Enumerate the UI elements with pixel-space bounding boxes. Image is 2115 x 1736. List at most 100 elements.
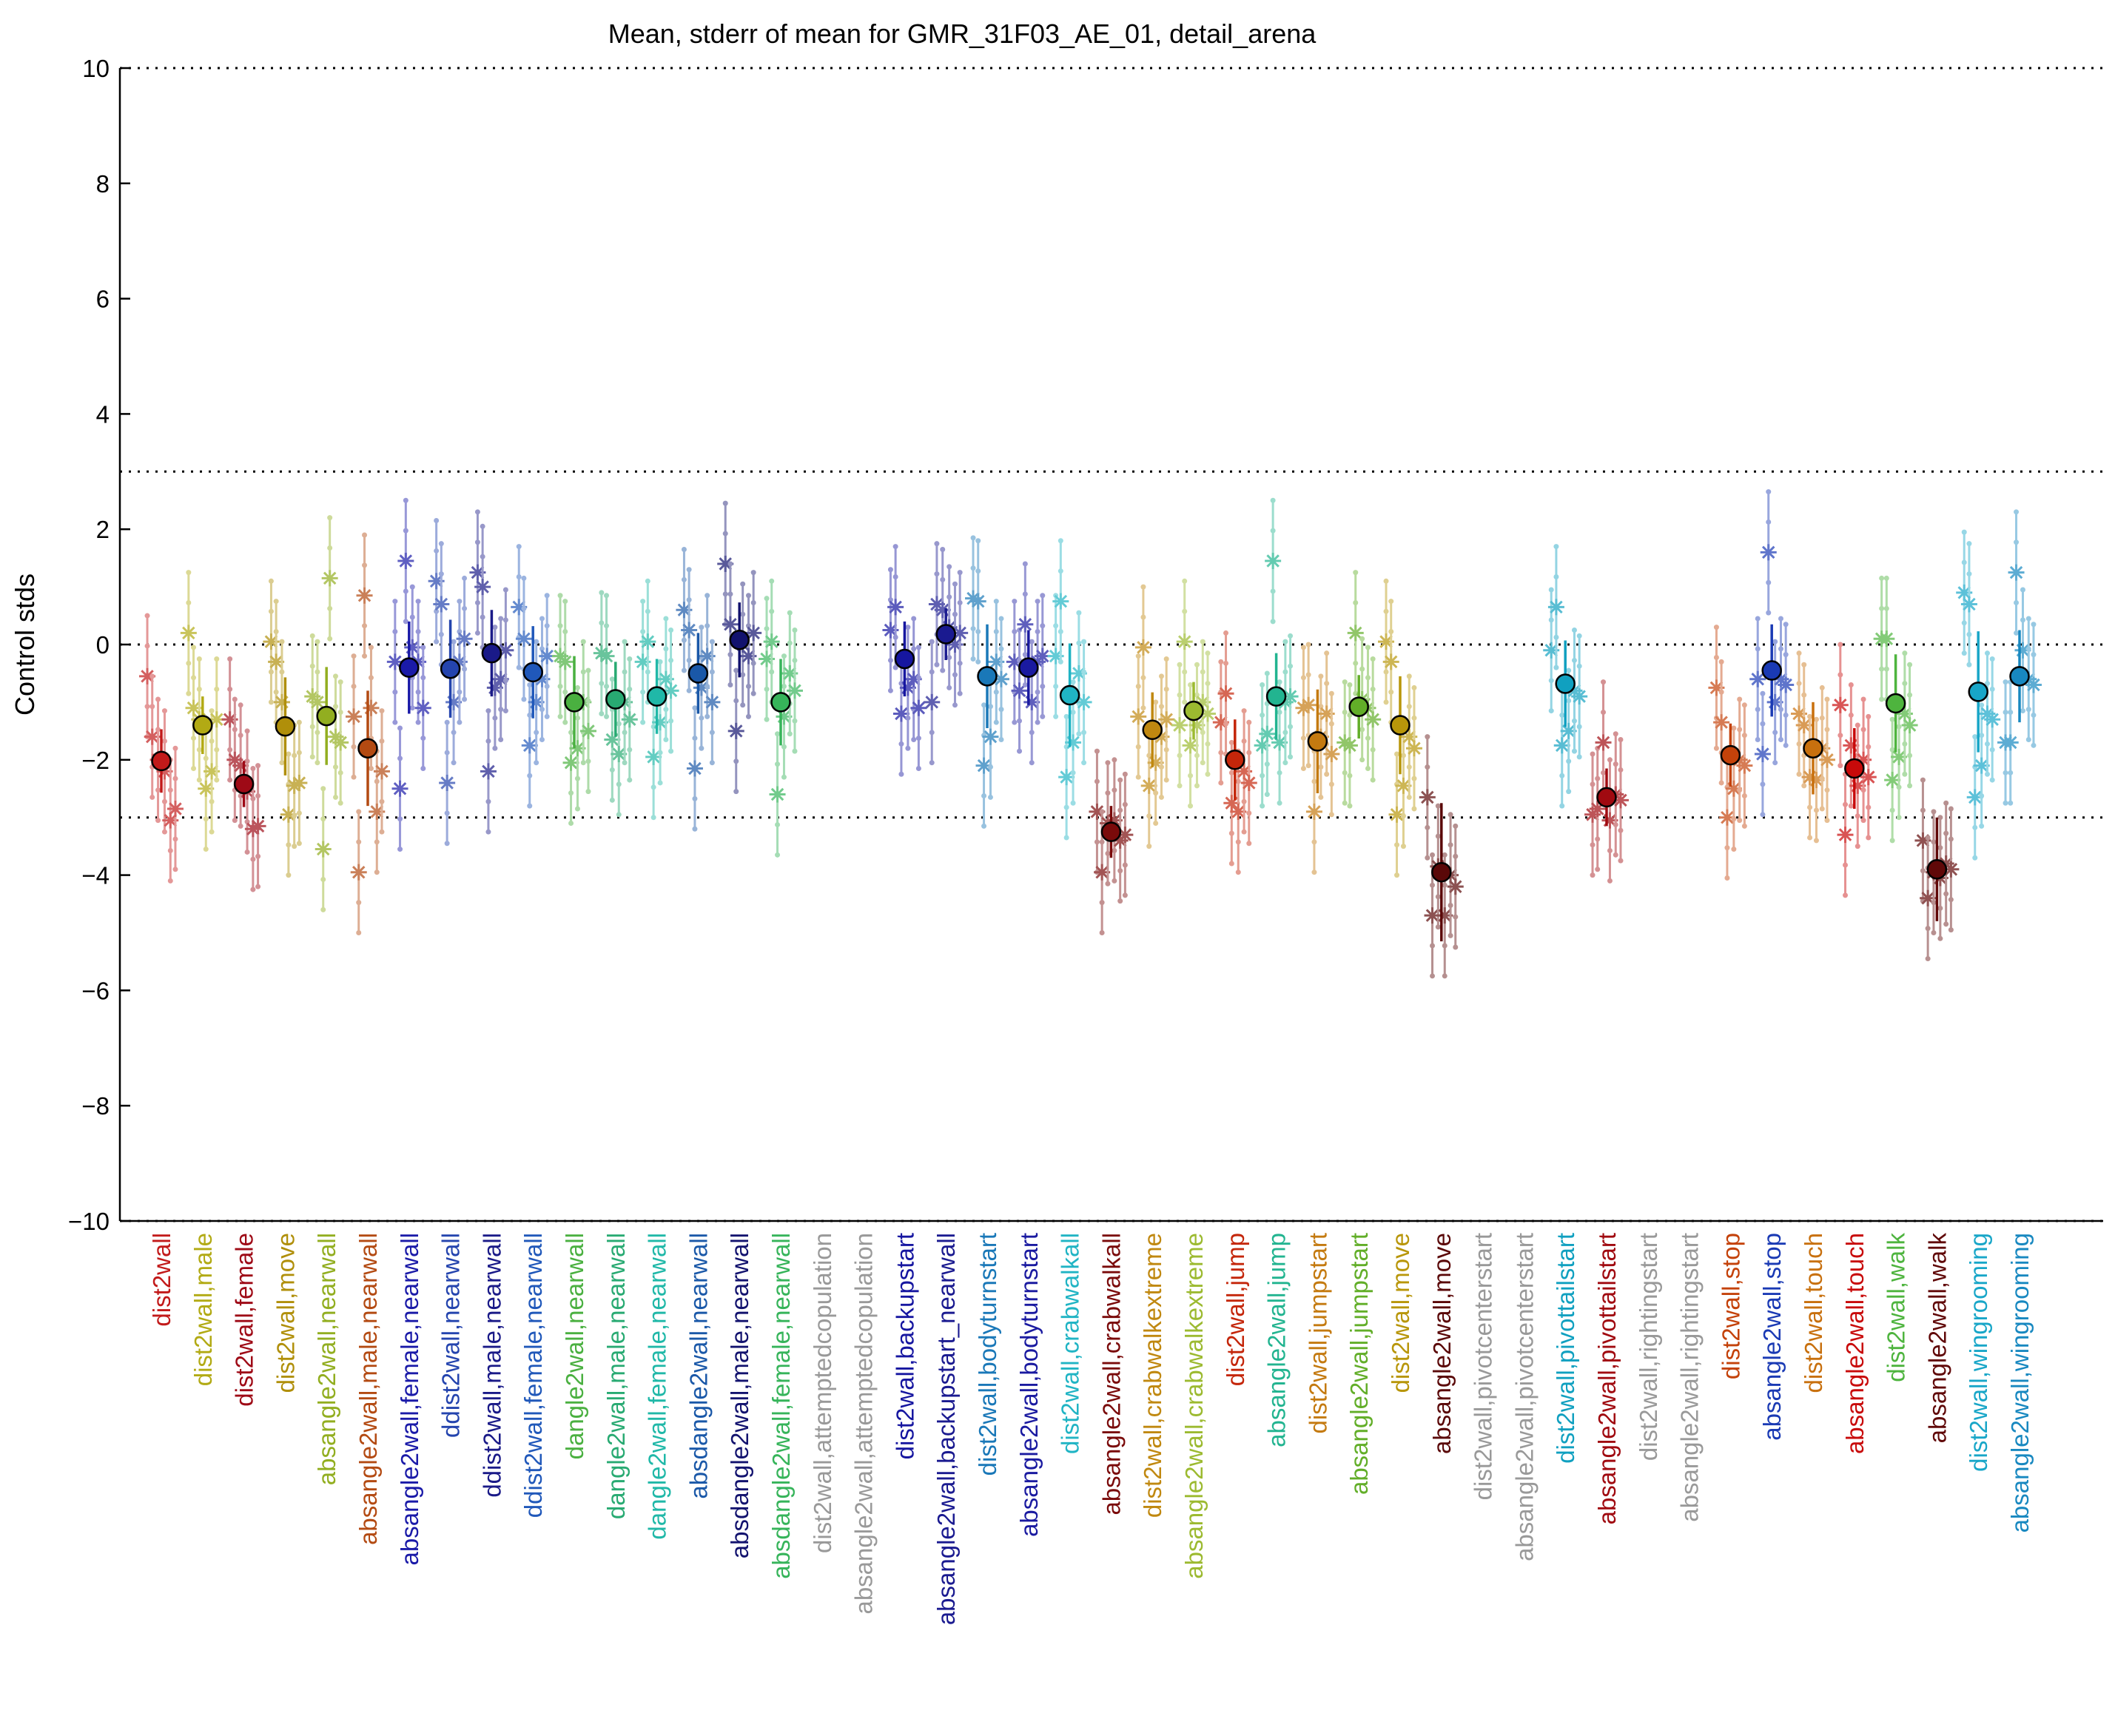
replicate-dot bbox=[161, 708, 167, 714]
asterisk-stroke bbox=[641, 635, 655, 648]
replicate-dot bbox=[1058, 628, 1063, 634]
replicate-dot bbox=[1548, 617, 1554, 623]
x-tick-label: dist2wall,rightingstart bbox=[1635, 1233, 1662, 1461]
asterisk-stroke bbox=[1555, 739, 1569, 753]
x-ticks: dist2wall dist2wall,male dist2wall,female d… bbox=[148, 1233, 2034, 1626]
replicate-dot bbox=[332, 764, 338, 770]
replicate-dot bbox=[1353, 600, 1359, 606]
asterisk-stroke bbox=[1173, 719, 1186, 732]
replicate-dot bbox=[203, 847, 209, 852]
replicate-dot bbox=[929, 639, 935, 645]
replicate-asterisk bbox=[975, 757, 992, 774]
replicate-dot bbox=[775, 761, 781, 767]
replicate-dot bbox=[516, 665, 522, 670]
replicate-dot bbox=[1548, 708, 1554, 714]
replicate-dot bbox=[1277, 800, 1282, 806]
replicate-dot bbox=[1158, 704, 1164, 710]
asterisk-stroke bbox=[476, 580, 489, 593]
asterisk-stroke bbox=[764, 635, 779, 648]
x-tick-label: dangle2wall,male,nearwall bbox=[602, 1233, 630, 1519]
replicate-dot bbox=[296, 719, 302, 725]
x-tick-label: dist2wall,touch bbox=[1800, 1233, 1827, 1393]
replicate-dot bbox=[2031, 712, 2037, 718]
asterisk-stroke bbox=[1072, 667, 1086, 680]
replicate-dot bbox=[727, 591, 733, 597]
replicate-dot bbox=[397, 756, 403, 761]
replicate-dot bbox=[1718, 780, 1724, 786]
mean-marker bbox=[1225, 750, 1245, 770]
replicate-dot bbox=[1288, 724, 1294, 730]
asterisk-stroke bbox=[1319, 707, 1334, 721]
asterisk-stroke bbox=[522, 739, 537, 753]
asterisk-stroke bbox=[357, 589, 371, 602]
replicate-dot bbox=[1235, 869, 1241, 875]
replicate-asterisk bbox=[1736, 757, 1753, 774]
asterisk-stroke bbox=[1384, 655, 1398, 669]
replicate-dot bbox=[415, 719, 421, 725]
asterisk-stroke bbox=[1921, 891, 1934, 905]
replicate-asterisk bbox=[1547, 599, 1564, 616]
replicate-dot bbox=[1205, 771, 1211, 777]
replicate-dot bbox=[474, 630, 480, 636]
replicate-dot bbox=[1370, 777, 1376, 783]
asterisk-stroke bbox=[1963, 597, 1976, 611]
replicate-dot bbox=[727, 652, 733, 658]
mean-marker bbox=[399, 657, 420, 678]
replicate-dot bbox=[356, 809, 362, 815]
replicate-dot bbox=[1040, 713, 1046, 719]
replicate-dot bbox=[915, 736, 921, 741]
replicate-dot bbox=[1737, 818, 1743, 824]
replicate-dot bbox=[209, 738, 215, 744]
replicate-dot bbox=[1012, 599, 1018, 605]
replicate-dot bbox=[2008, 770, 2014, 776]
replicate-asterisk bbox=[1553, 737, 1570, 754]
replicate-dot bbox=[769, 578, 775, 584]
replicate-dot bbox=[650, 784, 656, 790]
replicate-asterisk bbox=[2025, 676, 2042, 693]
replicate-dot bbox=[1270, 497, 1276, 503]
asterisk-stroke bbox=[1721, 810, 1734, 824]
replicate-dot bbox=[534, 730, 539, 736]
replicate-asterisk bbox=[704, 693, 721, 710]
replicate-dot bbox=[745, 713, 751, 719]
replicate-dot bbox=[438, 541, 444, 547]
replicate-dot bbox=[957, 690, 963, 696]
replicate-dot bbox=[1855, 844, 1860, 850]
replicate-dot bbox=[155, 727, 161, 733]
replicate-dot bbox=[1948, 897, 1954, 903]
replicate-dot bbox=[356, 839, 362, 845]
replicate-dot bbox=[492, 625, 498, 630]
replicate-dot bbox=[327, 636, 333, 642]
replicate-dot bbox=[887, 567, 893, 573]
x-tick-label: absangle2wall,crabwalkextreme bbox=[1180, 1233, 1208, 1579]
y-tick-label: 4 bbox=[96, 400, 110, 428]
mean-marker bbox=[481, 642, 502, 664]
replicate-dot bbox=[1943, 800, 1949, 806]
replicate-dot bbox=[1094, 839, 1100, 845]
replicate-dot bbox=[1117, 807, 1123, 813]
asterisk-stroke bbox=[1797, 719, 1811, 732]
replicate-dot bbox=[1053, 713, 1059, 719]
replicate-dot bbox=[574, 806, 580, 812]
replicate-dot bbox=[1353, 570, 1359, 576]
replicate-dot bbox=[957, 600, 963, 606]
replicate-asterisk bbox=[662, 682, 679, 699]
replicate-dot bbox=[1453, 914, 1459, 920]
asterisk-stroke bbox=[186, 701, 201, 715]
replicate-dot bbox=[1601, 770, 1607, 776]
replicate-dot bbox=[368, 765, 374, 771]
replicate-dot bbox=[1984, 650, 1990, 656]
replicate-dot bbox=[286, 842, 292, 848]
replicate-dot bbox=[1058, 538, 1063, 544]
replicate-dot bbox=[232, 818, 238, 824]
asterisk-stroke bbox=[429, 574, 443, 588]
replicate-dot bbox=[2003, 679, 2008, 685]
replicate-dot bbox=[645, 608, 650, 614]
replicate-dot bbox=[214, 686, 220, 692]
replicate-dot bbox=[420, 765, 426, 771]
replicate-dot bbox=[1566, 667, 1572, 673]
replicate-asterisk bbox=[892, 705, 909, 722]
replicate-asterisk bbox=[1240, 774, 1257, 791]
asterisk-stroke bbox=[1792, 707, 1806, 721]
replicate-dot bbox=[1718, 689, 1724, 695]
